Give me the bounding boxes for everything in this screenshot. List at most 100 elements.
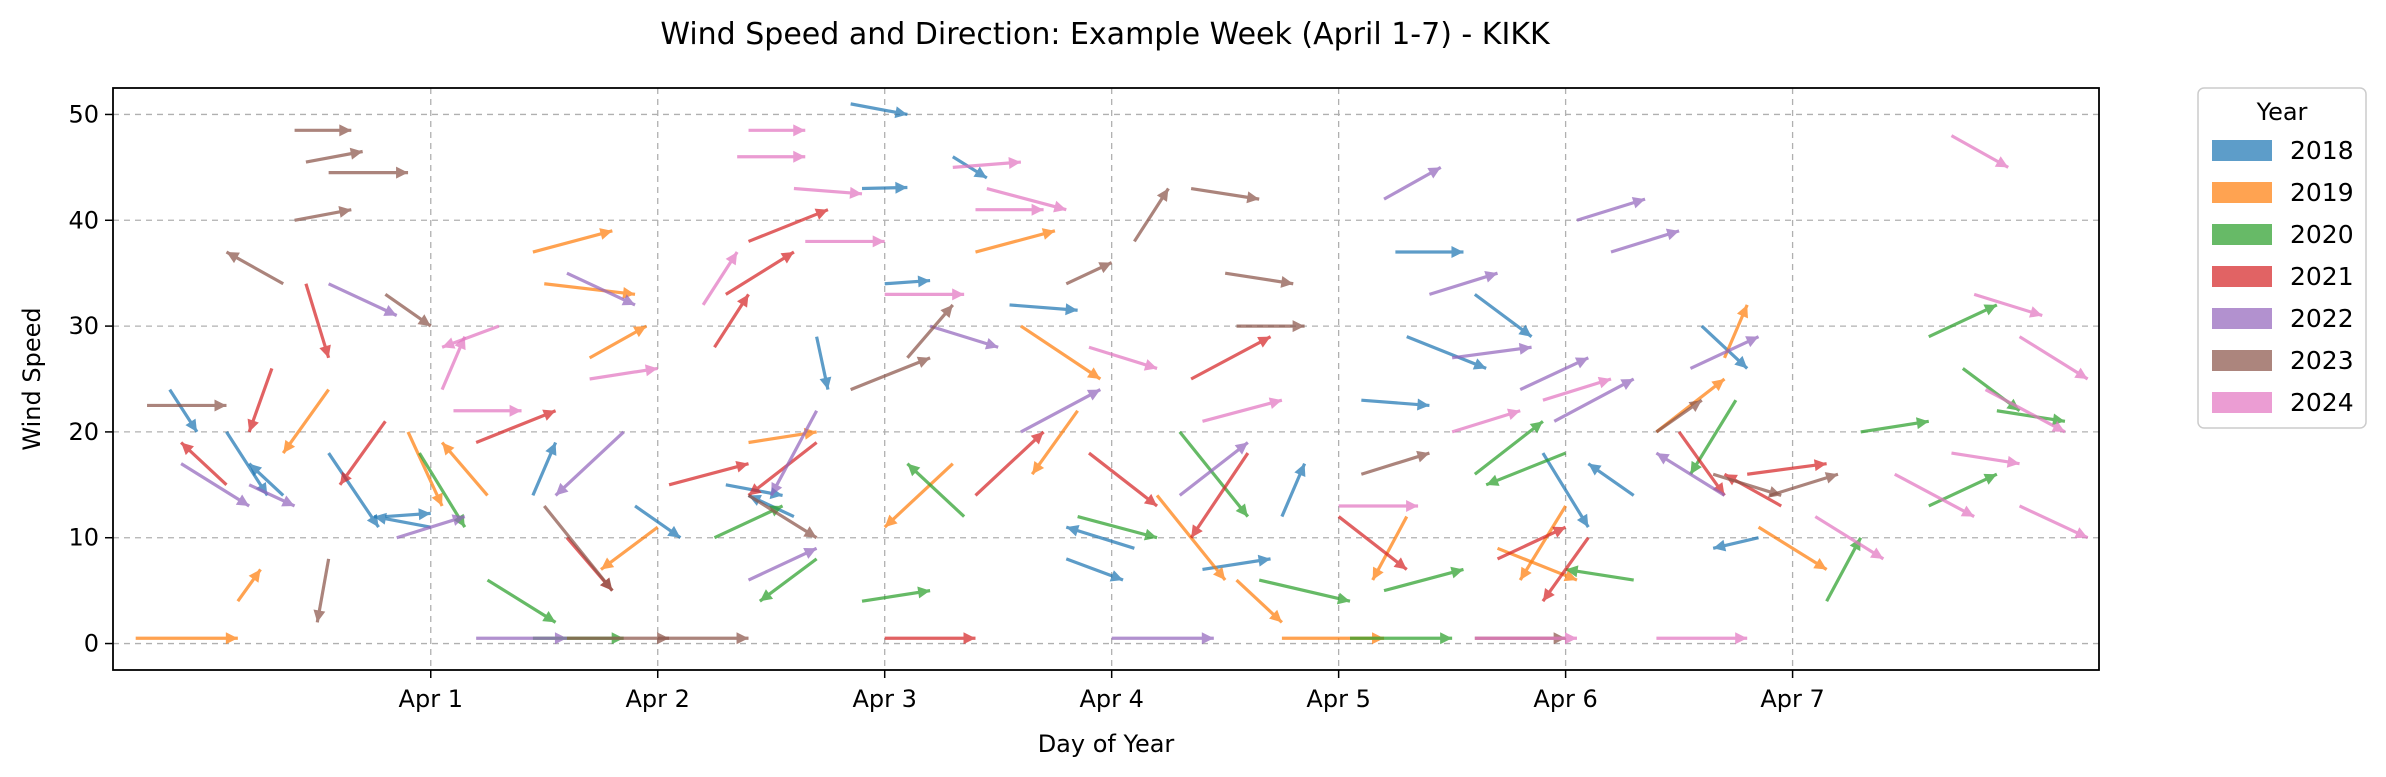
arrow-shaft xyxy=(2018,504,2089,540)
arrow-head xyxy=(225,632,238,645)
legend-title: Year xyxy=(2256,98,2308,126)
wind-arrow-2018 xyxy=(225,431,269,497)
wind-arrow-2019 xyxy=(1030,409,1079,476)
arrow-head xyxy=(442,442,455,456)
arrow-head xyxy=(281,495,295,507)
arrow-shaft xyxy=(668,462,749,487)
arrow-head xyxy=(632,326,647,338)
wind-arrow-2019 xyxy=(588,324,648,360)
wind-arrow-2018 xyxy=(1009,303,1078,316)
arrow-head xyxy=(1440,632,1453,645)
arrows-layer xyxy=(135,102,2089,645)
wind-arrow-2018 xyxy=(1395,246,1464,259)
arrow-shaft xyxy=(544,282,636,296)
arrow-head xyxy=(1336,592,1350,605)
wind-arrow-2023 xyxy=(313,558,331,623)
wind-arrow-2023 xyxy=(328,166,409,179)
wind-arrow-2018 xyxy=(531,441,558,497)
arrow-head xyxy=(1472,358,1487,370)
arrow-head xyxy=(2051,420,2065,432)
wind-arrow-2020 xyxy=(1996,409,2066,426)
wind-arrow-2023 xyxy=(1065,261,1113,286)
wind-arrow-2022 xyxy=(1178,441,1249,497)
wind-arrow-2024 xyxy=(453,404,522,417)
arrow-head xyxy=(1201,632,1214,645)
arrow-head xyxy=(1030,431,1044,445)
arrow-head xyxy=(181,442,194,456)
arrow-head xyxy=(1486,474,1500,486)
arrow-shaft xyxy=(1189,452,1250,539)
arrow-shaft xyxy=(566,271,636,307)
wind-arrow-2022 xyxy=(1020,388,1102,434)
arrow-shaft xyxy=(1689,399,1738,476)
arrow-head xyxy=(2006,455,2020,468)
arrow-head xyxy=(1417,398,1430,411)
arrow-head xyxy=(1983,304,1997,316)
arrow-shaft xyxy=(986,186,1067,212)
arrow-head xyxy=(973,166,987,178)
x-tick-label: Apr 2 xyxy=(626,685,690,713)
arrow-head xyxy=(1688,400,1702,412)
wind-arrow-2018 xyxy=(1065,524,1135,550)
arrow-shaft xyxy=(1825,536,1863,602)
wind-arrow-2023 xyxy=(542,504,614,592)
wind-arrow-2020 xyxy=(1485,451,1567,487)
arrow-head xyxy=(1588,463,1602,476)
arrow-shaft xyxy=(1928,303,1998,339)
arrow-shaft xyxy=(1553,377,1635,423)
y-tick-label: 40 xyxy=(68,206,99,234)
arrow-head xyxy=(1041,228,1055,240)
wind-arrow-2024 xyxy=(701,251,739,306)
arrow-head xyxy=(907,463,921,477)
wind-arrow-2022 xyxy=(554,430,625,497)
wind-arrow-2023 xyxy=(747,494,818,540)
arrow-shaft xyxy=(1893,472,1975,518)
arrow-shaft xyxy=(1337,515,1408,571)
arrow-head xyxy=(803,526,817,538)
wind-arrow-2019 xyxy=(1518,505,1567,581)
arrow-shaft xyxy=(1020,388,1102,434)
wind-arrow-2021 xyxy=(974,430,1045,497)
arrow-head xyxy=(451,514,465,526)
wind-arrow-2021 xyxy=(338,420,387,486)
legend-swatch-2024 xyxy=(2212,392,2272,413)
arrow-head xyxy=(736,632,749,645)
arrow-shaft xyxy=(906,462,966,518)
arrow-head xyxy=(249,463,263,477)
arrow-head xyxy=(185,418,197,432)
wind-arrow-2024 xyxy=(1814,515,1885,561)
arrow-shaft xyxy=(1451,345,1532,360)
arrow-head xyxy=(1257,554,1271,567)
arrow-head xyxy=(1745,336,1759,348)
arrow-shaft xyxy=(1928,472,1998,508)
wind-arrow-2023 xyxy=(1190,186,1260,204)
arrow-head xyxy=(2052,413,2065,426)
x-axis: Apr 1 Apr 2 Apr 3 Apr 4 Apr 5 Apr 6 Apr 7 xyxy=(399,670,1825,713)
legend-label-2019: 2019 xyxy=(2290,178,2354,207)
wind-arrow-2018 xyxy=(1712,536,1759,552)
wind-arrow-2024 xyxy=(589,364,658,381)
arrow-head xyxy=(667,525,681,538)
wind-arrow-2020 xyxy=(1349,632,1453,645)
wind-arrow-2022 xyxy=(1689,335,1760,370)
arrow-head xyxy=(600,557,615,570)
arrow-head xyxy=(1372,566,1384,581)
wind-arrow-2020 xyxy=(1825,536,1863,602)
arrow-head xyxy=(1824,472,1838,484)
arrow-shaft xyxy=(406,431,444,507)
arrow-head xyxy=(1563,570,1577,582)
wind-arrow-2021 xyxy=(884,632,976,645)
arrow-head xyxy=(226,252,240,264)
wind-arrow-2024 xyxy=(737,150,806,163)
wind-arrow-2024 xyxy=(1451,408,1521,434)
wind-arrow-2018 xyxy=(385,508,431,521)
arrow-head xyxy=(1031,203,1044,216)
arrow-head xyxy=(803,547,817,559)
arrow-head xyxy=(622,286,636,299)
wind-arrow-2021 xyxy=(475,409,557,444)
arrow-shaft xyxy=(1655,451,1726,497)
arrow-head xyxy=(1631,196,1646,209)
wind-arrow-2023 xyxy=(1224,271,1294,288)
arrow-head xyxy=(349,147,363,160)
arrow-head xyxy=(1518,342,1532,355)
